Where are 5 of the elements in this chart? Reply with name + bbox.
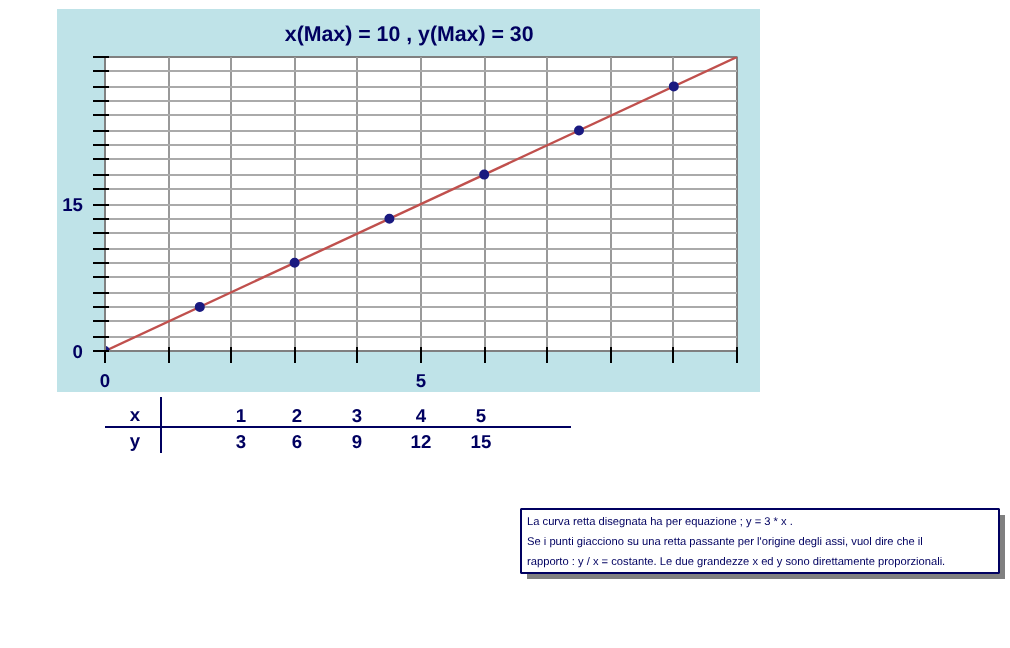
y-tick-label: 15: [62, 195, 84, 215]
chart-title: x(Max) = 10 , y(Max) = 30: [284, 23, 534, 47]
x-tick-label: 5: [415, 371, 427, 391]
text: x 1 2 3 4 5: [129, 405, 487, 426]
text: y 3 6 9 12 15: [129, 431, 492, 452]
